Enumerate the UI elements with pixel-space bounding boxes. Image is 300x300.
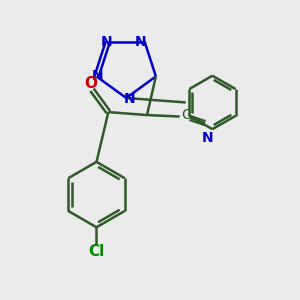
Text: N: N xyxy=(100,34,112,49)
Text: C: C xyxy=(181,108,190,122)
Text: N: N xyxy=(92,69,104,83)
Text: N: N xyxy=(202,131,214,145)
Text: O: O xyxy=(84,76,97,91)
Text: N: N xyxy=(124,92,136,106)
Text: N: N xyxy=(135,34,147,49)
Text: Cl: Cl xyxy=(88,244,105,259)
